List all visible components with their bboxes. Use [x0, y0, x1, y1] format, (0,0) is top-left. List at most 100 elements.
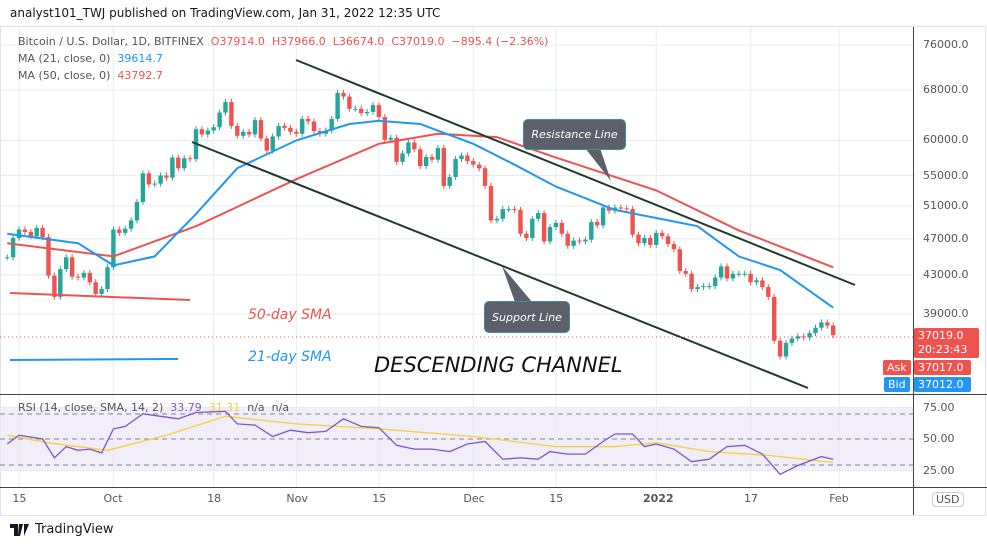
candle-body [795, 336, 800, 339]
candle-body [223, 102, 228, 113]
candle [636, 231, 641, 247]
candle [524, 230, 529, 241]
time-tick: 15 [12, 492, 27, 505]
candle [807, 330, 812, 341]
candle-body [5, 257, 10, 259]
candle-body [211, 127, 216, 131]
candle-body [748, 273, 753, 283]
candle [335, 89, 340, 122]
candle-body [46, 237, 51, 276]
ohlc-low: L36674.0 [332, 35, 385, 48]
candle-body [718, 266, 724, 278]
resistance-line-callout[interactable]: Resistance Line [523, 119, 626, 150]
candle [547, 224, 553, 245]
currency-button[interactable]: USD [932, 492, 964, 507]
candle-body [701, 286, 706, 288]
candle [105, 264, 110, 293]
ma50-legend[interactable]: MA (50, close, 0) 43792.7 [18, 69, 163, 82]
rsi-na-1: n/a [247, 401, 265, 414]
candle-body [760, 280, 765, 288]
candle [659, 229, 665, 240]
support-line-callout[interactable]: Support Line [484, 301, 570, 333]
candle-body [93, 282, 98, 294]
candle-body [624, 208, 629, 210]
candle-body [75, 276, 81, 278]
candle [93, 279, 98, 297]
candle [264, 135, 269, 154]
ma50-line [7, 132, 834, 269]
candle [583, 236, 588, 245]
resistance-callout-pointer [585, 148, 611, 181]
candle-body [117, 229, 122, 233]
candle [412, 139, 417, 153]
candle-body [359, 108, 364, 114]
candle [170, 154, 175, 181]
candle [677, 246, 682, 274]
candle [777, 337, 783, 360]
ohlc-change: −895.4 (−2.36%) [451, 35, 549, 48]
rsi-tick: 50.00 [923, 432, 955, 445]
candle-body [825, 322, 830, 326]
price-tick: 68000.0 [923, 83, 969, 96]
candle-body [123, 228, 128, 233]
ma21-legend[interactable]: MA (21, close, 0) 39614.7 [18, 52, 163, 65]
time-tick: 15 [372, 492, 387, 505]
candle [606, 204, 612, 214]
candle-body [182, 158, 187, 169]
candle [217, 109, 222, 131]
candle-body [724, 266, 730, 279]
candle-body [683, 270, 688, 274]
sma21-legend-line [9, 358, 179, 361]
candle [99, 286, 104, 297]
candle [819, 319, 824, 331]
candle-body [105, 267, 110, 290]
candle-body [40, 227, 45, 238]
candle-body [559, 222, 564, 234]
candle [766, 284, 771, 300]
support-trendline[interactable] [191, 141, 809, 389]
candle-body [246, 131, 252, 135]
candle-body [530, 218, 535, 238]
candle [789, 335, 795, 346]
candle-body [766, 287, 771, 297]
candle-body [58, 269, 63, 297]
candle [406, 139, 411, 157]
tradingview-logo[interactable]: TradingView [10, 522, 114, 537]
candle-body [388, 137, 393, 140]
ask-price: 37017.0 [914, 360, 971, 375]
candle [665, 233, 671, 248]
resistance-trendline[interactable] [295, 59, 856, 286]
candle [630, 206, 635, 238]
candle [701, 283, 706, 291]
candle-body [453, 158, 458, 177]
candle [276, 122, 281, 140]
sma50-note: 50-day SMA [248, 307, 332, 323]
candle [595, 219, 600, 229]
rsi-legend[interactable]: RSI (14, close, SMA, 14, 2) 33.79 31.31 … [18, 401, 289, 414]
candles [5, 89, 836, 360]
candle-body [87, 272, 92, 283]
candle-body [577, 240, 582, 242]
candle [459, 152, 464, 162]
rsi-levels [0, 413, 913, 466]
candle [589, 219, 594, 243]
candle-body [648, 237, 653, 245]
drawings [9, 59, 856, 389]
candle [536, 210, 541, 222]
candle [16, 226, 22, 241]
candle-body [152, 183, 157, 185]
bid-price: 37012.0 [914, 377, 971, 392]
candle [471, 158, 476, 168]
candle-body [736, 273, 741, 275]
candle-body [241, 131, 246, 136]
price-tick: 55000.0 [923, 168, 969, 182]
candle [10, 234, 16, 261]
candle-body [589, 222, 594, 240]
candle [783, 339, 789, 360]
candle-body [288, 127, 293, 132]
candle-body [777, 340, 783, 357]
candle [382, 113, 387, 143]
time-tick: 15 [549, 492, 564, 505]
published-byline: analyst101_TWJ published on TradingView.… [10, 6, 441, 20]
